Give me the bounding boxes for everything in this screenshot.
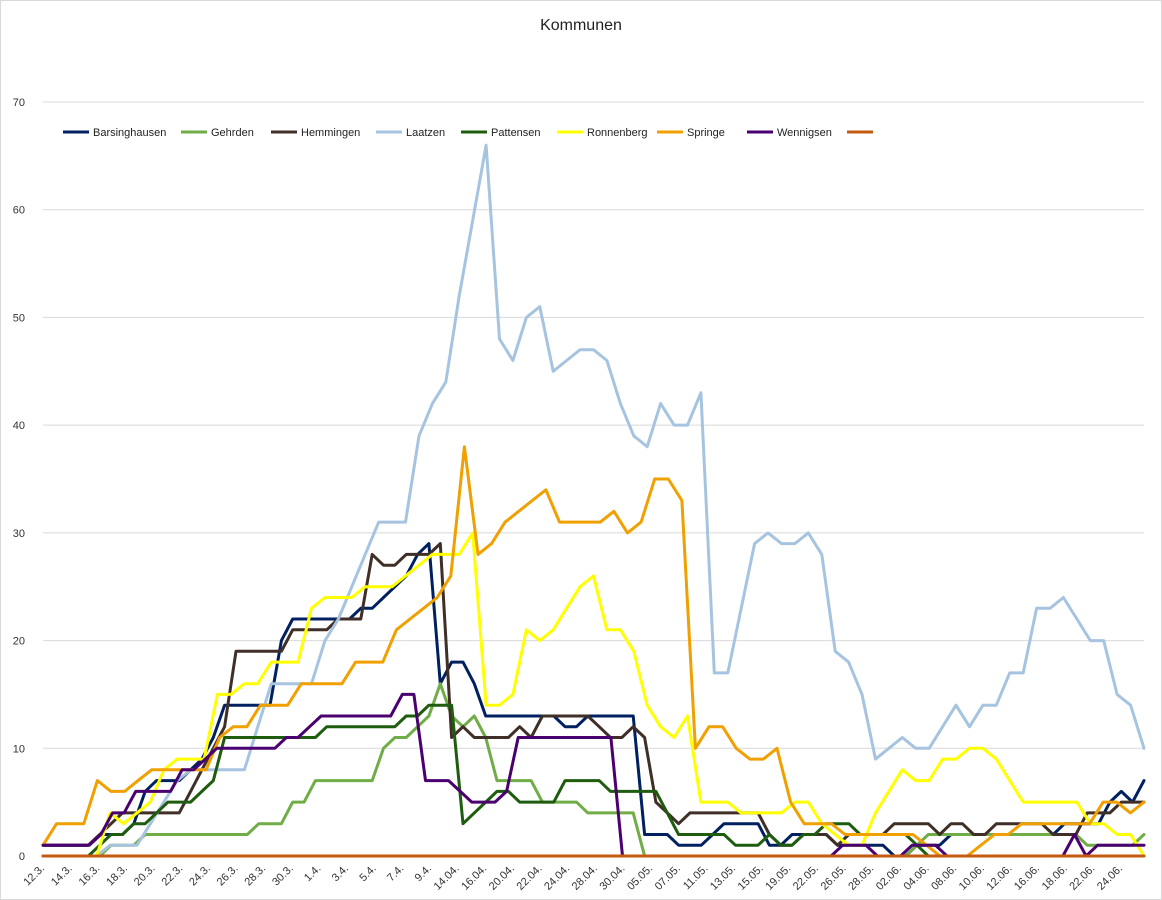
series-line-2 xyxy=(41,542,1146,847)
x-tick-label: 24.04. xyxy=(542,863,572,893)
y-tick-label: 0 xyxy=(19,851,25,863)
legend-label: Laatzen xyxy=(406,127,445,139)
x-tick-label: 10.06. xyxy=(957,863,987,893)
series-line-5 xyxy=(41,531,1146,858)
x-tick-label: 05.05. xyxy=(625,863,655,893)
x-tick-label: 24.3. xyxy=(187,863,213,889)
x-tick-label: 28.05. xyxy=(846,863,876,893)
series-line-1 xyxy=(41,682,1146,858)
legend-label: Ronnenberg xyxy=(587,127,648,139)
legend-label: Hemmingen xyxy=(301,127,360,139)
x-tick-label: 08.06. xyxy=(929,863,959,893)
x-tick-label: 11.05. xyxy=(681,863,711,893)
series-lines xyxy=(41,143,1146,858)
x-tick-label: 20.3. xyxy=(132,863,158,889)
chart-title: Kommunen xyxy=(540,17,622,34)
x-tick-label: 12.06. xyxy=(984,863,1014,893)
x-tick-label: 28.3. xyxy=(242,863,268,889)
series-line-3 xyxy=(41,143,1146,858)
x-tick-label: 22.04. xyxy=(515,863,545,893)
legend: Barsinghausen Gehrden Hemmingen Laatzen Patt… xyxy=(63,127,873,139)
x-tick-label: 02.06. xyxy=(874,863,904,893)
series-line-0 xyxy=(41,542,1146,858)
x-tick-label: 16.04. xyxy=(459,863,489,893)
x-tick-label: 30.04. xyxy=(597,863,627,893)
x-tick-label: 16.06. xyxy=(1012,863,1042,893)
y-tick-label: 60 xyxy=(13,205,25,217)
legend-label: Barsinghausen xyxy=(93,127,166,139)
legend-label: Springe xyxy=(687,127,725,139)
y-tick-label: 70 xyxy=(13,97,25,109)
x-tick-label: 19.05. xyxy=(763,863,793,893)
legend-label: Wennigsen xyxy=(777,127,832,139)
x-tick-label: 14.3. xyxy=(49,863,75,889)
x-tick-label: 7.4. xyxy=(385,863,406,884)
x-tick-label: 13.05. xyxy=(708,863,738,893)
x-tick-label: 26.05. xyxy=(819,863,849,893)
x-tick-label: 5.4. xyxy=(357,863,378,884)
y-tick-label: 40 xyxy=(13,420,25,432)
x-tick-label: 22.06. xyxy=(1067,863,1097,893)
x-tick-label: 22.05. xyxy=(791,863,821,893)
series-line-6 xyxy=(41,445,1146,858)
x-tick-label: 18.3. xyxy=(104,863,130,889)
x-tick-label: 04.06. xyxy=(902,863,932,893)
x-tick-label: 30.3. xyxy=(270,863,296,889)
x-tick-label: 1.4. xyxy=(302,863,323,884)
y-tick-label: 50 xyxy=(13,312,25,324)
x-tick-label: 16.3. xyxy=(77,863,103,889)
x-tick-label: 3.4. xyxy=(330,863,351,884)
x-tick-label: 07.05. xyxy=(653,863,683,893)
legend-label: Pattensen xyxy=(491,127,541,139)
series-line-7 xyxy=(41,692,1146,858)
x-tick-label: 15.05. xyxy=(736,863,766,893)
x-tick-label: 12.3. xyxy=(21,863,47,889)
x-axis-ticks: 12.3. 14.3. 16.3. 18.3. 20.3. 22.3. 24.3. 26.3.… xyxy=(21,863,1125,893)
y-tick-label: 30 xyxy=(13,528,25,540)
x-tick-label: 9.4. xyxy=(413,863,434,884)
x-tick-label: 22.3. xyxy=(160,863,186,889)
legend-label: Gehrden xyxy=(211,127,254,139)
x-tick-label: 26.3. xyxy=(215,863,241,889)
x-tick-label: 14.04. xyxy=(432,863,462,893)
y-tick-label: 20 xyxy=(13,636,25,648)
x-tick-label: 28.04. xyxy=(570,863,600,893)
y-tick-label: 10 xyxy=(13,743,25,755)
x-tick-label: 18.06. xyxy=(1040,863,1070,893)
y-axis-ticks: 0 10 20 30 40 50 60 70 xyxy=(13,97,25,863)
x-tick-label: 20.04. xyxy=(487,863,517,893)
x-tick-label: 24.06. xyxy=(1095,863,1125,893)
